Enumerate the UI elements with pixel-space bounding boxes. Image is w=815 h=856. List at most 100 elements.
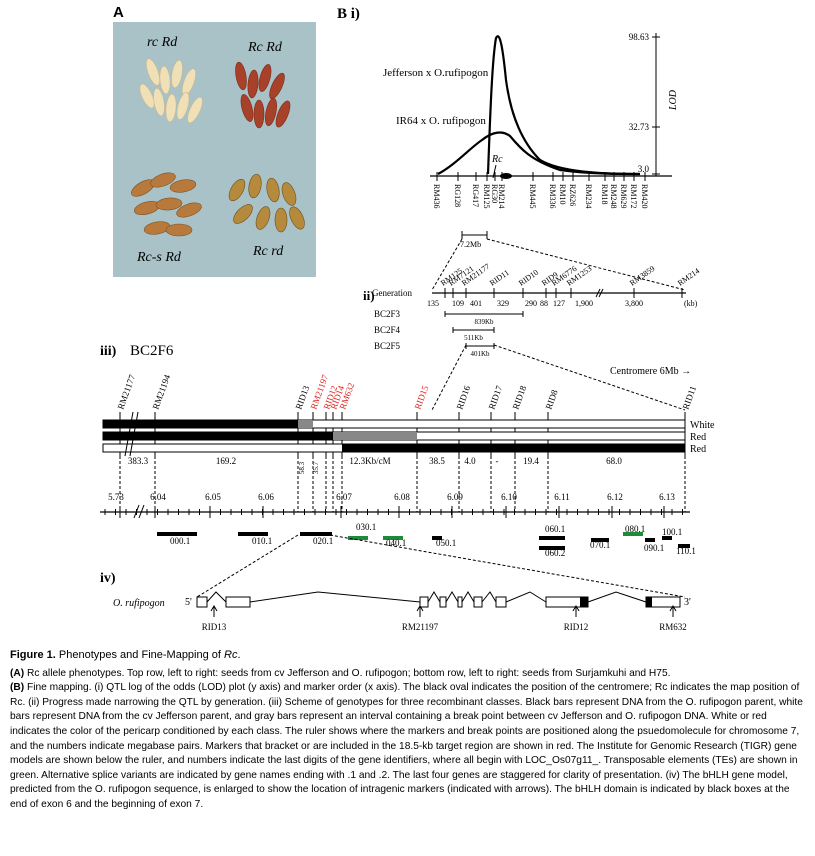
gene-label: 000.1 (170, 536, 190, 546)
iv-3prime: 3' (684, 597, 691, 608)
gene-label: 100.1 (662, 527, 682, 537)
marker-i-label: RZ626 (568, 184, 577, 206)
marker-i-label: RG417 (471, 184, 480, 207)
iv-marker-label: RID13 (202, 622, 227, 632)
marker-i-label: RM629 (619, 184, 628, 208)
ruler-break (138, 504, 145, 519)
generations-ii: BC2F3 839Kb BC2F4 511Kb BC2F5 401Kb (374, 309, 524, 358)
marker-i-label: RM248 (609, 184, 618, 208)
lod-tick-top: 98.63 (629, 32, 650, 42)
gene-label: 080.1 (625, 524, 645, 534)
genotype-color-1: White (690, 420, 715, 431)
seed-photo-image (131, 58, 305, 237)
distance-ii-label: 135 (427, 299, 439, 308)
marker-i-label: RM18 (600, 184, 609, 204)
distance-ii-label: 88 (540, 299, 548, 308)
interval-i-label: 7.2Mb (460, 240, 481, 249)
marker-iii-label: RID11 (680, 385, 698, 411)
gene-model-bar (432, 536, 442, 540)
iv-arrows: RID13 RM21197 RID12 RM632 (202, 605, 687, 632)
seed-label-Rc-s-Rd: Rc-s Rd (137, 250, 181, 265)
distance-ii-label: 401 (470, 299, 482, 308)
gene-label: 070.1 (590, 540, 610, 550)
gene-label: 110.1 (676, 546, 696, 556)
rc-label: Rc (491, 154, 503, 165)
rate-label: 38.5 (429, 456, 445, 466)
figure-caption: Figure 1. Phenotypes and Fine-Mapping of… (10, 648, 808, 813)
gene-model-bar (645, 538, 655, 542)
marker-i-label: RM420 (640, 184, 649, 208)
seeds-Rc-rd (228, 173, 305, 233)
distances-ii: 135 109 401 329 290 88 127 1,900 3,800 (kb) (427, 299, 698, 308)
marker-iii-label: RM21194 (150, 373, 172, 411)
jefferson-curve-label: Jefferson x O.rufipogon (383, 67, 489, 79)
distance-ii-label: 290 (525, 299, 537, 308)
genotype-bars: White Red Red (102, 411, 715, 457)
rate-label: 12.3Kb/cM (349, 456, 390, 466)
seeds-Rc-s-Rd (131, 172, 202, 237)
generation-row-label: BC2F4 (374, 325, 401, 335)
rate-label: 383.3 (128, 456, 149, 466)
gene-label: 030.1 (356, 522, 376, 532)
rate-label: 169.2 (216, 456, 236, 466)
caption-b: (B) Fine mapping. (i) QTL log of the odd… (10, 681, 808, 812)
rate-label: 68.0 (606, 456, 622, 466)
marker-i-label: RM445 (528, 184, 537, 208)
rate-label: - (496, 456, 499, 466)
bc2f6-label: BC2F6 (130, 343, 174, 359)
ruler-label: 6.04 (150, 492, 166, 502)
seeds-Rc-Rd (235, 61, 291, 129)
rate-label: 19.4 (523, 456, 539, 466)
rate-label: 4.0 (464, 456, 476, 466)
generation-row-label: BC2F5 (374, 341, 401, 351)
distance-ii-label: 1,900 (575, 299, 593, 308)
caption-title-prefix: Figure 1. (10, 649, 56, 661)
marker-iii-label: RM21177 (115, 373, 137, 411)
caption-title-italic: Rc (224, 649, 238, 661)
ruler: 5.73 6.04 6.05 6.06 6.07 6.08 6.09 6.10 6.11 6.12… (100, 492, 690, 519)
seed-label-Rc-rd: Rc rd (253, 244, 284, 259)
gene-label: 060.2 (545, 548, 565, 558)
distance-ii-label: 3,800 (625, 299, 643, 308)
gene-model-bar (678, 544, 690, 548)
marker-i-label: RM234 (584, 184, 593, 208)
jefferson-lod-curve (486, 35, 641, 176)
marker-i-label: RM172 (629, 184, 638, 208)
gene-label: 050.1 (436, 538, 456, 548)
iv-marker-label: RID12 (564, 622, 589, 632)
marker-i-label: RM10 (558, 184, 567, 204)
marker-i-label: RM214 (497, 184, 506, 208)
seed-label-Rc-Rd: Rc Rd (248, 40, 282, 55)
gene-label: 020.1 (313, 536, 333, 546)
gene-label: 090.1 (644, 543, 664, 553)
ruler-label: 6.07 (336, 492, 352, 502)
ruler-label: 5.73 (108, 492, 124, 502)
marker-i-label: RM336 (548, 184, 557, 208)
gene-model-bar (539, 546, 565, 550)
iv-arrow-head (210, 605, 218, 612)
marker-iii-label: RID18 (510, 384, 528, 411)
iv-species: O. rufipogon (113, 598, 165, 609)
generation-label: Generation (372, 288, 412, 298)
ir64-curve-label: IR64 x O. rufipogon (396, 115, 486, 127)
marker-i-label: RG128 (453, 184, 462, 207)
caption-b-text: Fine mapping. (i) QTL log of the odds (L… (10, 682, 803, 810)
genotype-color-2: Red (690, 432, 706, 443)
distance-ii-label: 109 (452, 299, 464, 308)
ruler-label: 6.09 (447, 492, 463, 502)
marker-ii-label: RID11 (488, 268, 511, 288)
lod-axis-title: LOD (668, 89, 679, 111)
gene-label: 010.1 (252, 536, 272, 546)
rate-label: 58.3 (298, 461, 306, 474)
lod-plot: 98.63 32.73 3.0 LOD Jefferson x O.rufipo… (383, 32, 679, 179)
caption-a-prefix: (A) (10, 667, 25, 679)
gene-model-bar (157, 532, 197, 536)
caption-a-text: Rc allele phenotypes. Top row, left to r… (24, 667, 671, 679)
panel-iii-label: iii) (100, 344, 117, 359)
distance-ii-label: 127 (553, 299, 565, 308)
marker-i-label: RM436 (432, 184, 441, 208)
interval-72mb: 7.2Mb (431, 231, 686, 291)
lod-tick-low: 3.0 (638, 164, 650, 174)
caption-title-body: Phenotypes and Fine-Mapping of (58, 649, 225, 661)
